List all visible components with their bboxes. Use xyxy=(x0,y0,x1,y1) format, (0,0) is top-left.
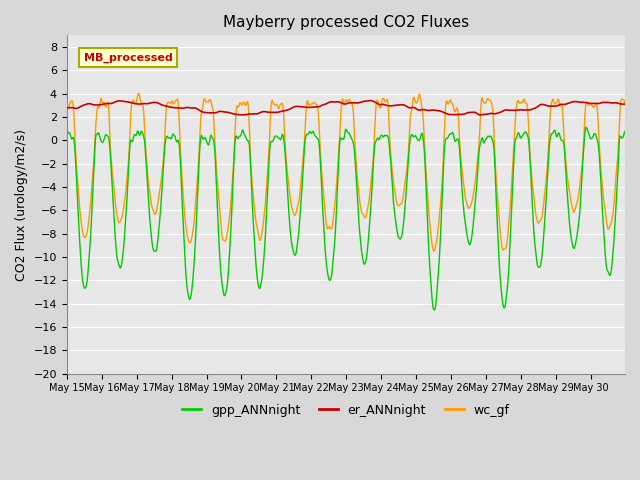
Legend: gpp_ANNnight, er_ANNnight, wc_gf: gpp_ANNnight, er_ANNnight, wc_gf xyxy=(177,398,515,421)
Title: Mayberry processed CO2 Fluxes: Mayberry processed CO2 Fluxes xyxy=(223,15,469,30)
Text: MB_processed: MB_processed xyxy=(84,52,172,62)
Y-axis label: CO2 Flux (urology/m2/s): CO2 Flux (urology/m2/s) xyxy=(15,129,28,280)
